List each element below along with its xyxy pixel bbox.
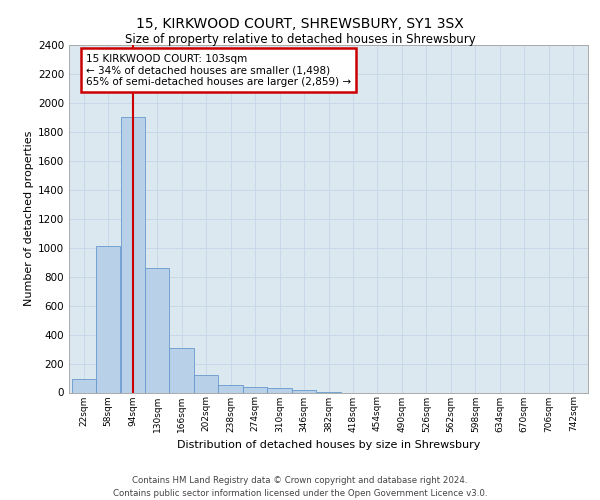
Bar: [145, 268, 169, 392]
Bar: [292, 390, 316, 392]
Text: Contains HM Land Registry data © Crown copyright and database right 2024.
Contai: Contains HM Land Registry data © Crown c…: [113, 476, 487, 498]
Bar: [121, 118, 145, 392]
Text: 15 KIRKWOOD COURT: 103sqm
← 34% of detached houses are smaller (1,498)
65% of se: 15 KIRKWOOD COURT: 103sqm ← 34% of detac…: [86, 54, 351, 87]
Bar: [218, 386, 242, 392]
Bar: [71, 380, 96, 392]
Bar: [194, 375, 218, 392]
Text: 15, KIRKWOOD COURT, SHREWSBURY, SY1 3SX: 15, KIRKWOOD COURT, SHREWSBURY, SY1 3SX: [136, 18, 464, 32]
Y-axis label: Number of detached properties: Number of detached properties: [24, 131, 34, 306]
Bar: [96, 246, 120, 392]
X-axis label: Distribution of detached houses by size in Shrewsbury: Distribution of detached houses by size …: [177, 440, 480, 450]
Bar: [243, 386, 267, 392]
Text: Size of property relative to detached houses in Shrewsbury: Size of property relative to detached ho…: [125, 32, 475, 46]
Bar: [268, 388, 292, 392]
Bar: [169, 348, 194, 393]
